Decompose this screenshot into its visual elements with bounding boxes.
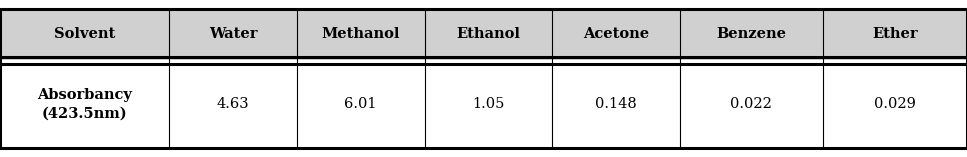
Text: 0.029: 0.029 [874,97,916,111]
Text: Methanol: Methanol [321,27,400,41]
Text: Benzene: Benzene [717,27,786,41]
Text: 6.01: 6.01 [344,97,377,111]
Bar [0,9,169,60]
Bar [552,60,680,148]
Text: Solvent: Solvent [54,27,115,41]
Bar [823,9,967,60]
Bar [552,9,680,60]
Bar [680,9,823,60]
Text: 0.148: 0.148 [595,97,637,111]
Bar [425,9,552,60]
Bar [169,60,297,148]
Bar [0,60,169,148]
Bar [823,60,967,148]
Bar [425,60,552,148]
Bar [0,9,967,148]
Text: Ether: Ether [872,27,918,41]
Text: 1.05: 1.05 [472,97,505,111]
Text: Absorbancy
(423.5nm): Absorbancy (423.5nm) [37,88,132,121]
Text: Ethanol: Ethanol [456,27,520,41]
Text: Water: Water [209,27,257,41]
Text: Acetone: Acetone [583,27,649,41]
Bar [297,60,425,148]
Text: 4.63: 4.63 [217,97,249,111]
Text: 0.022: 0.022 [730,97,773,111]
Bar [169,9,297,60]
Bar [680,60,823,148]
Bar [297,9,425,60]
